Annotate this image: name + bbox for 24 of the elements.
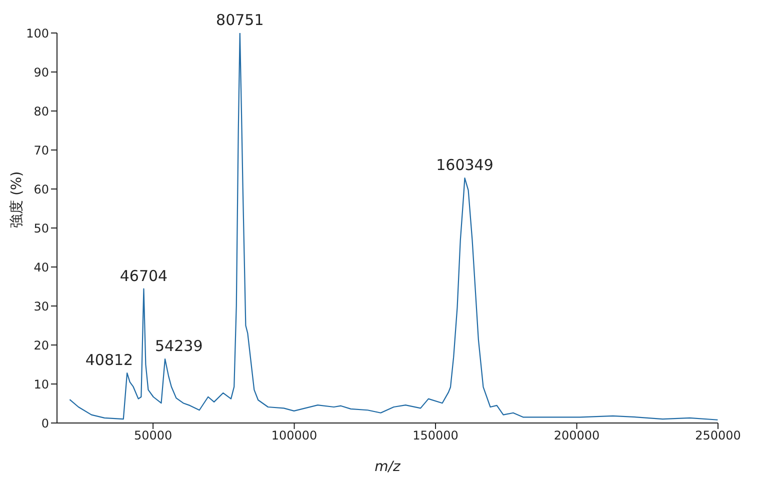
y-tick-label: 60	[34, 182, 49, 196]
annotation: 40812	[85, 351, 134, 370]
y-tick-label: 20	[34, 338, 49, 352]
x-tick-label: 200000	[554, 428, 600, 443]
y-tick-label: 90	[34, 65, 49, 80]
y-tick-label: 40	[34, 260, 49, 274]
annotation: 80751	[216, 11, 264, 29]
y-tick-label: 0	[41, 416, 49, 430]
line-series	[69, 33, 718, 420]
x-tick-label: 100000	[271, 428, 318, 443]
y-tick-label: 80	[34, 104, 49, 118]
y-axis-title: 強度 (%)	[8, 171, 25, 228]
x-axis-title: m/z	[374, 459, 402, 475]
y-tick-label: 10	[34, 377, 49, 392]
y-tick-label: 50	[34, 221, 49, 236]
x-tick-label: 150000	[412, 428, 458, 443]
x-tick-label: 50000	[134, 428, 172, 443]
annotation: 46704	[120, 266, 168, 285]
x-tick-label: 250000	[695, 428, 741, 443]
y-tick-label: 100	[26, 26, 49, 40]
y-tick-label: 30	[34, 299, 49, 314]
y-tick-label: 70	[34, 143, 49, 158]
annotation: 54239	[155, 337, 203, 356]
annotation: 160349	[436, 156, 494, 174]
